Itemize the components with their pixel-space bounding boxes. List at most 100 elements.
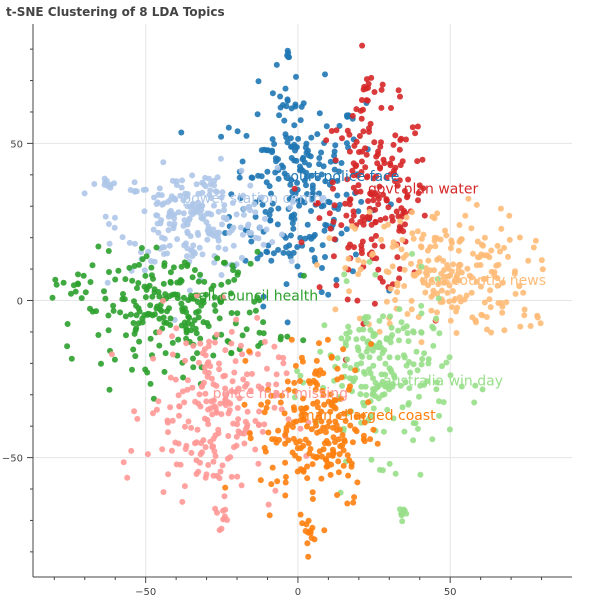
- scatter-point: [340, 447, 347, 454]
- scatter-point: [112, 214, 118, 221]
- scatter-point: [351, 426, 358, 433]
- scatter-point: [318, 408, 325, 415]
- scatter-point: [157, 306, 164, 313]
- scatter-point: [205, 343, 212, 350]
- scatter-point: [414, 123, 421, 130]
- scatter-point: [335, 458, 342, 465]
- scatter-point: [215, 244, 222, 251]
- scatter-point: [234, 421, 241, 428]
- scatter-point: [410, 235, 417, 242]
- cluster-label: man charged coast: [301, 408, 436, 424]
- scatter-point: [210, 458, 217, 465]
- scatter-point: [105, 248, 112, 254]
- scatter-point: [219, 294, 226, 301]
- scatter-point: [354, 479, 361, 486]
- scatter-point: [282, 492, 289, 499]
- scatter-point: [380, 313, 386, 320]
- scatter-point: [470, 250, 476, 257]
- scatter-point: [254, 248, 261, 255]
- scatter-point: [156, 293, 163, 300]
- scatter-point: [275, 246, 282, 253]
- scatter-point: [342, 418, 349, 424]
- scatter-point: [221, 399, 228, 406]
- scatter-point: [342, 265, 349, 271]
- scatter-point: [320, 446, 327, 453]
- scatter-point: [473, 319, 479, 326]
- scatter-point: [418, 361, 425, 368]
- scatter-point: [372, 331, 379, 338]
- scatter-point: [441, 267, 448, 273]
- scatter-point: [409, 209, 416, 216]
- scatter-point: [252, 446, 259, 453]
- scatter-point: [293, 418, 300, 425]
- scatter-point: [175, 209, 182, 216]
- scatter-point: [346, 288, 353, 295]
- scatter-point: [252, 307, 259, 314]
- scatter-point: [205, 406, 212, 413]
- scatter-point: [188, 209, 194, 216]
- scatter-point: [385, 221, 391, 228]
- scatter-point: [360, 106, 366, 113]
- scatter-point: [363, 76, 370, 83]
- scatter-point: [327, 158, 334, 165]
- y-tick-label: 50: [10, 139, 23, 150]
- scatter-point: [260, 293, 267, 300]
- scatter-point: [216, 366, 223, 373]
- scatter-point: [202, 390, 209, 397]
- scatter-point: [236, 395, 243, 402]
- scatter-point: [211, 302, 218, 309]
- scatter-point: [328, 353, 335, 360]
- scatter-point: [308, 196, 315, 202]
- scatter-point: [257, 224, 263, 231]
- scatter-point: [494, 242, 501, 249]
- scatter-point: [391, 374, 398, 381]
- scatter-point: [326, 210, 333, 217]
- scatter-point: [101, 175, 108, 182]
- scatter-point: [228, 340, 235, 347]
- scatter-point: [301, 405, 308, 412]
- scatter-point: [134, 285, 140, 292]
- scatter-point: [290, 225, 297, 232]
- scatter-point: [184, 261, 191, 268]
- scatter-point: [370, 175, 377, 182]
- scatter-point: [239, 332, 246, 339]
- scatter-point: [175, 440, 182, 447]
- scatter-point: [420, 185, 427, 192]
- scatter-point: [150, 410, 156, 417]
- scatter-point: [182, 357, 188, 364]
- scatter-point: [389, 281, 396, 288]
- scatter-point: [390, 141, 397, 148]
- scatter-point: [351, 494, 358, 501]
- scatter-point: [308, 534, 315, 541]
- scatter-point: [448, 304, 455, 311]
- scatter-point: [486, 296, 493, 303]
- scatter-point: [52, 276, 59, 283]
- scatter-point: [154, 199, 161, 206]
- scatter-point: [78, 295, 85, 302]
- scatter-point: [405, 400, 412, 406]
- scatter-point: [188, 327, 195, 334]
- scatter-point: [135, 280, 142, 286]
- scatter-point: [439, 363, 445, 370]
- scatter-point: [374, 440, 381, 447]
- scatter-point: [370, 426, 377, 433]
- scatter-point: [176, 412, 182, 419]
- scatter-point: [344, 176, 351, 183]
- scatter-point: [403, 323, 410, 330]
- scatter-point: [309, 182, 316, 189]
- scatter-point: [418, 302, 425, 309]
- scatter-point: [400, 228, 407, 235]
- scatter-point: [327, 471, 334, 478]
- scatter-point: [318, 149, 325, 156]
- scatter-point: [115, 267, 122, 274]
- scatter-point: [217, 468, 224, 475]
- scatter-point: [415, 197, 421, 204]
- scatter-point: [206, 338, 213, 345]
- scatter-point: [300, 272, 307, 279]
- scatter-point: [293, 73, 299, 80]
- scatter-point: [413, 348, 420, 355]
- scatter-point: [505, 253, 511, 260]
- scatter-point: [394, 282, 401, 289]
- scatter-point: [264, 399, 271, 406]
- scatter-point: [474, 238, 481, 245]
